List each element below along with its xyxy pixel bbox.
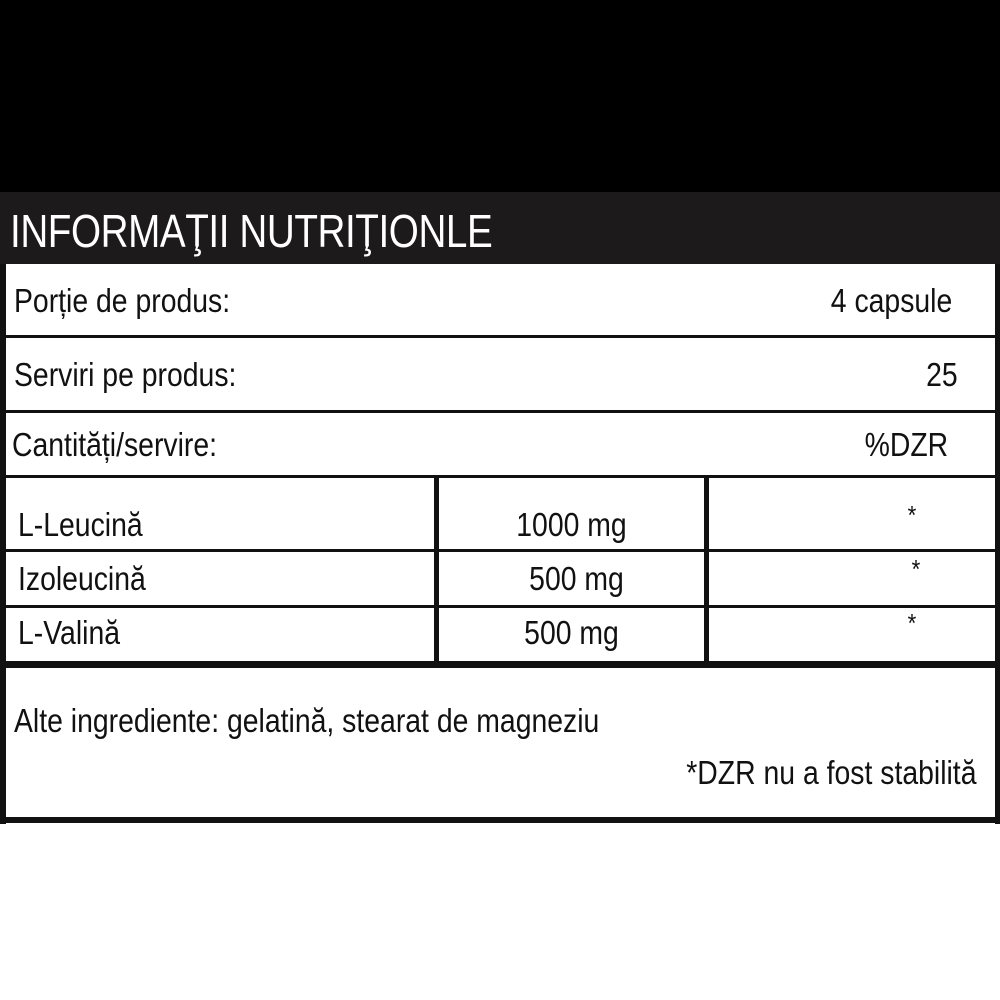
ingredient-amount: 500 mg: [529, 560, 624, 597]
ingredient-dzr: *: [911, 554, 921, 584]
row-divider: [0, 549, 1000, 552]
ingredient-amount: 1000 mg: [516, 506, 627, 543]
column-divider: [434, 475, 439, 663]
row-divider: [0, 605, 1000, 608]
bottom-border: [0, 817, 1000, 823]
section-divider: [0, 661, 1000, 668]
left-border: [0, 264, 6, 824]
ingredient-name: L-Leucină: [18, 506, 143, 543]
serving-size-value: 4 capsule: [830, 282, 952, 319]
ingredient-name: L-Valină: [18, 614, 121, 651]
other-ingredients: Alte ingrediente: gelatină, stearat de m…: [14, 702, 600, 739]
servings-per-product-label: Serviri pe produs:: [14, 356, 237, 393]
ingredient-amount: 500 mg: [524, 614, 619, 651]
nutrition-table: Porție de produs: 4 capsule Serviri pe p…: [0, 264, 1000, 824]
ingredient-dzr: *: [907, 500, 917, 530]
servings-per-product-value: 25: [926, 356, 958, 393]
top-black-band: [0, 0, 1000, 192]
row-divider: [0, 475, 1000, 478]
amount-per-serving-label: Cantități/servire:: [12, 426, 218, 463]
label-title: INFORMAŢII NUTRIŢIONLE: [10, 205, 493, 257]
row-divider: [0, 335, 1000, 338]
column-divider: [704, 475, 709, 663]
label-header: INFORMAŢII NUTRIŢIONLE: [0, 192, 1000, 264]
ingredient-dzr: *: [907, 608, 917, 638]
dzr-footnote: *DZR nu a fost stabilită: [685, 754, 976, 791]
right-border: [995, 264, 1000, 824]
ingredient-name: Izoleucină: [18, 560, 146, 597]
dzr-header: %DZR: [864, 426, 948, 463]
serving-size-label: Porție de produs:: [14, 282, 231, 319]
row-divider: [0, 410, 1000, 413]
